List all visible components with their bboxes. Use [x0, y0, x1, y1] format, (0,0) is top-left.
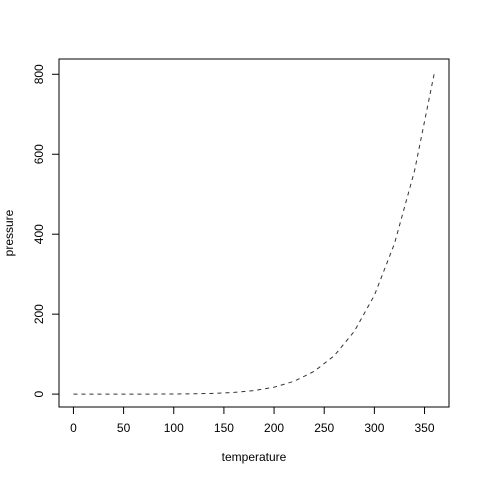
x-tick-label: 300	[364, 421, 384, 435]
x-tick-label: 250	[314, 421, 334, 435]
plot-box	[58, 58, 450, 408]
y-axis-label: pressure	[2, 209, 16, 256]
y-tick-label: 800	[32, 64, 46, 84]
x-axis-label: temperature	[222, 450, 287, 464]
x-tick-label: 100	[164, 421, 184, 435]
y-tick-label: 200	[32, 304, 46, 324]
y-tick-label: 600	[32, 144, 46, 164]
x-tick-label: 350	[415, 421, 435, 435]
x-tick-label: 50	[117, 421, 131, 435]
x-tick-label: 0	[70, 421, 77, 435]
x-tick-label: 150	[214, 421, 234, 435]
y-tick-label: 400	[32, 224, 46, 244]
y-tick-label: 0	[32, 390, 46, 397]
data-line	[73, 71, 436, 395]
x-tick-label: 200	[264, 421, 284, 435]
